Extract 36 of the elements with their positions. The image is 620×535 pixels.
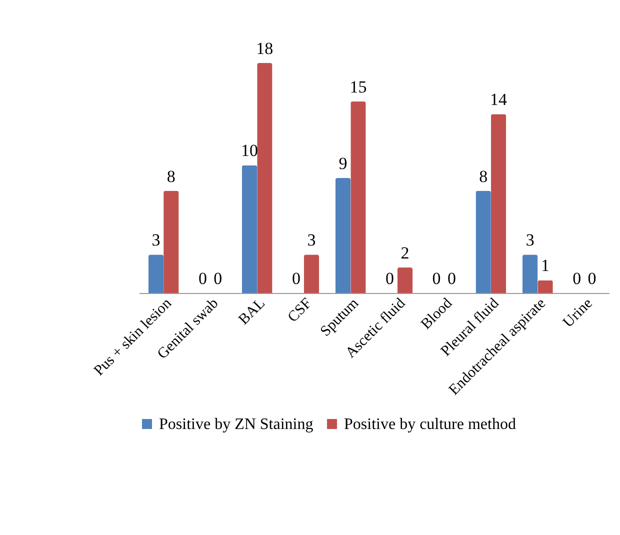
data-label: 8 <box>479 166 488 186</box>
bar <box>148 254 164 293</box>
bar <box>397 267 413 293</box>
legend-label: Positive by culture method <box>344 416 516 433</box>
bar <box>522 254 538 293</box>
bar <box>304 254 320 293</box>
data-label: 3 <box>307 230 316 250</box>
legend-label: Positive by ZN Staining <box>159 416 314 433</box>
data-label: 0 <box>214 269 222 288</box>
data-label: 0 <box>198 269 207 288</box>
data-label: 14 <box>490 90 508 110</box>
data-label: 3 <box>526 230 534 250</box>
bar <box>242 165 258 293</box>
data-label: 0 <box>572 269 582 288</box>
data-label: 1 <box>541 256 550 276</box>
bar <box>350 101 366 293</box>
data-label: 10 <box>240 141 258 160</box>
data-label: 3 <box>152 230 160 250</box>
data-label: 2 <box>400 243 410 262</box>
bar <box>476 190 491 293</box>
bar <box>257 63 272 293</box>
data-label: 0 <box>432 269 441 288</box>
data-label: 8 <box>166 166 176 186</box>
bar <box>490 114 506 293</box>
bar <box>538 280 553 293</box>
data-label: 0 <box>386 269 394 288</box>
data-label: 0 <box>292 269 300 288</box>
data-label: 0 <box>588 269 596 288</box>
data-label: 9 <box>338 154 348 173</box>
bar <box>335 178 351 293</box>
x-tick-label: BAL <box>236 296 268 328</box>
bar <box>164 190 179 293</box>
data-label: 15 <box>350 77 367 96</box>
data-label: 18 <box>256 39 274 58</box>
x-tick-label: CSF <box>284 296 316 326</box>
data-label: 0 <box>448 269 456 288</box>
